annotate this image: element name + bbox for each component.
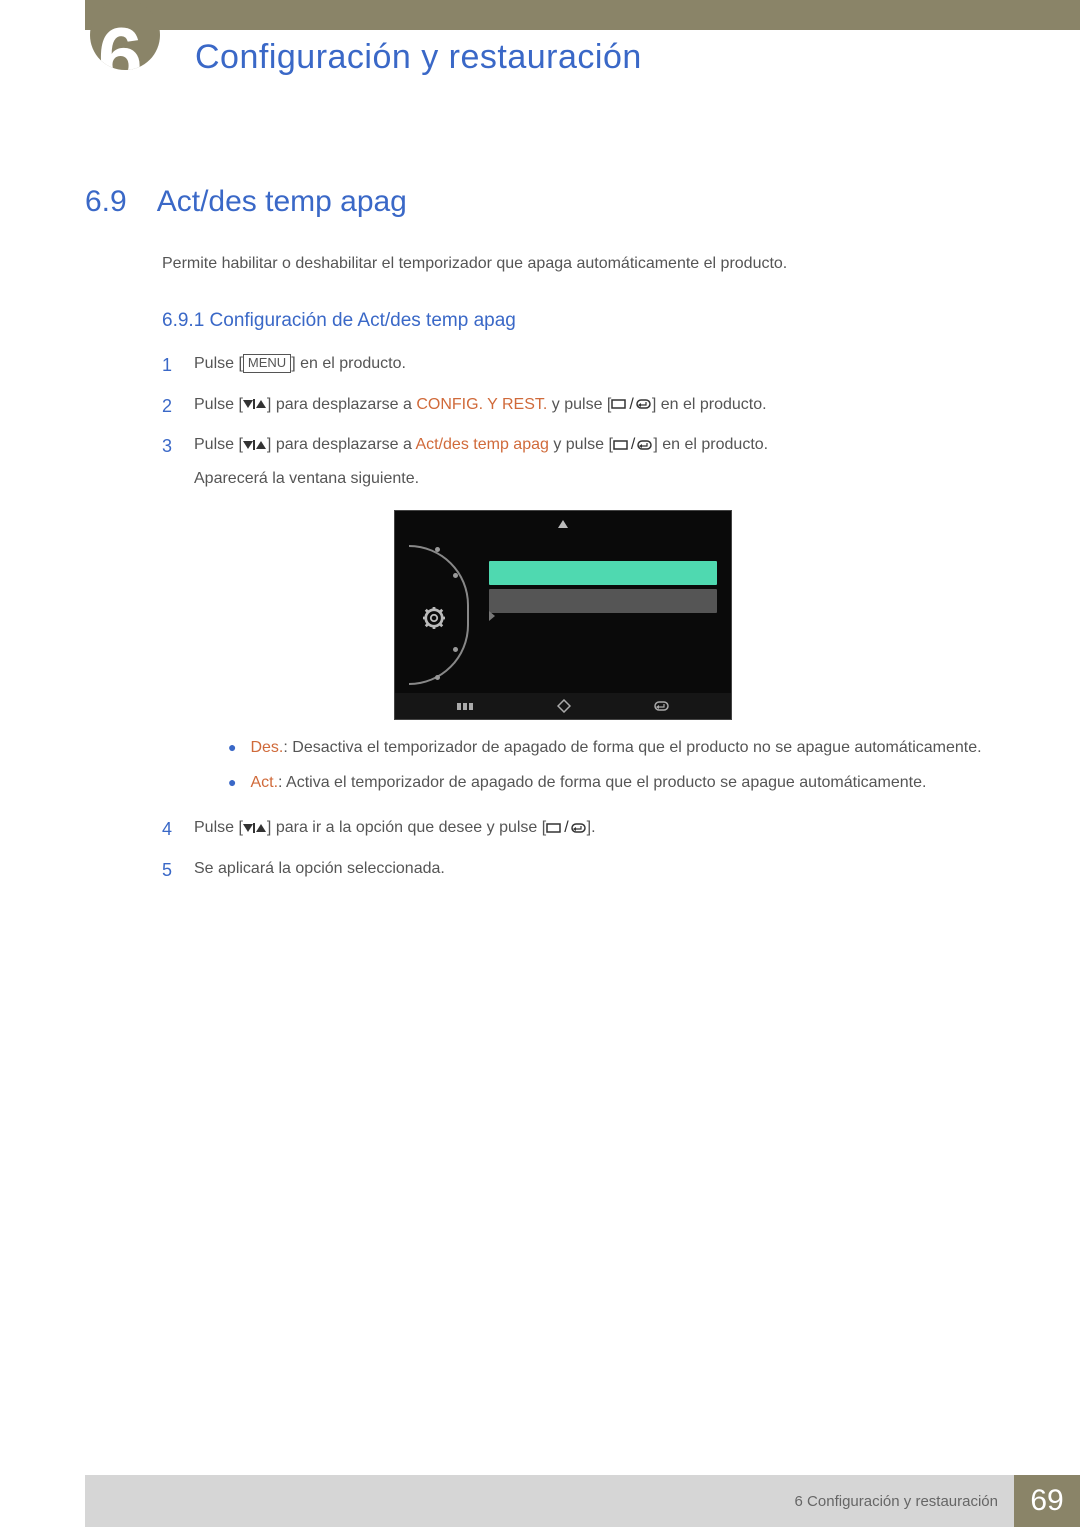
footer: 6 Configuración y restauración 69 <box>85 1475 1080 1527</box>
step-2: 2 Pulse [ ] para desplazarse a CONFIG. Y … <box>162 391 990 422</box>
gear-icon <box>423 607 445 629</box>
page: 6 Configuración y restauración 6.9 Act/d… <box>0 0 1080 1527</box>
steps-list: 1 Pulse [MENU] en el producto. 2 Pulse [… <box>162 350 990 895</box>
enter-icon <box>654 700 670 712</box>
text: ] para ir a la opción que desee y pulse … <box>267 819 546 836</box>
osd-side-menu <box>395 537 485 693</box>
step-number: 4 <box>162 814 178 845</box>
down-up-arrows-icon <box>243 398 267 410</box>
step-number: 2 <box>162 391 178 422</box>
header-title: Configuración y restauración <box>195 38 642 77</box>
step-number: 3 <box>162 431 178 462</box>
dot-icon <box>453 647 458 652</box>
diamond-icon <box>557 699 571 713</box>
osd-options <box>485 537 731 693</box>
osd-top-bar <box>395 511 731 537</box>
step-body: Pulse [ ] para desplazarse a Act/des temp… <box>194 431 990 804</box>
osd-bottom-bar <box>395 693 731 719</box>
dot-icon <box>435 675 440 680</box>
bullet-dot-icon: ● <box>228 734 236 761</box>
top-bar <box>85 0 1080 30</box>
text: Pulse [ <box>194 396 243 413</box>
dot-icon <box>435 547 440 552</box>
step-body: Pulse [ ] para ir a la opción que desee y… <box>194 814 990 841</box>
bullet-body: Des.: Desactiva el temporizador de apaga… <box>250 734 981 761</box>
footer-page-number: 69 <box>1014 1475 1080 1527</box>
text: Pulse [ <box>194 819 243 836</box>
section-number: 6.9 <box>85 185 127 219</box>
bullet-item: ● Des.: Desactiva el temporizador de apa… <box>228 734 990 761</box>
osd-option <box>489 589 717 613</box>
intro-text: Permite habilitar o deshabilitar el temp… <box>162 255 787 273</box>
step-1: 1 Pulse [MENU] en el producto. <box>162 350 990 381</box>
auto-icon <box>456 700 474 712</box>
triangle-up-icon <box>557 519 569 529</box>
bullet-item: ● Act.: Activa el temporizador de apagad… <box>228 769 990 796</box>
chapter-bubble: 6 <box>90 0 160 70</box>
step-5: 5 Se aplicará la opción seleccionada. <box>162 855 990 886</box>
text: Se aplicará la opción seleccionada. <box>194 860 445 877</box>
osd-option-selected <box>489 561 717 585</box>
step-3: 3 Pulse [ ] para desplazarse a Act/des te… <box>162 431 990 804</box>
text: y pulse [ <box>549 436 613 453</box>
bullet-dot-icon: ● <box>228 769 236 796</box>
osd-body <box>395 537 731 693</box>
text: ] en el producto. <box>653 436 768 453</box>
footer-chapter-label: 6 Configuración y restauración <box>85 1475 1014 1527</box>
menu-button-label: MENU <box>243 354 291 373</box>
highlight: CONFIG. Y REST. <box>416 396 547 413</box>
text: Aparecerá la ventana siguiente. <box>194 465 990 492</box>
osd-panel <box>394 510 732 720</box>
dot-icon <box>453 573 458 578</box>
text: : Activa el temporizador de apagado de f… <box>278 774 926 791</box>
osd-screenshot <box>394 510 990 720</box>
text: y pulse [ <box>547 396 611 413</box>
text: ]. <box>587 819 596 836</box>
highlight: Des. <box>250 739 283 756</box>
bullet-list: ● Des.: Desactiva el temporizador de apa… <box>228 734 990 796</box>
chapter-digit: 6 <box>98 16 143 70</box>
text: ] para desplazarse a <box>267 396 416 413</box>
step-number: 1 <box>162 350 178 381</box>
step-body: Pulse [ ] para desplazarse a CONFIG. Y RE… <box>194 391 990 418</box>
step-4: 4 Pulse [ ] para ir a la opción que desee… <box>162 814 990 845</box>
text: Pulse [ <box>194 436 243 453</box>
section-title: Act/des temp apag <box>157 185 407 219</box>
subsection-title: 6.9.1 Configuración de Act/des temp apag <box>162 310 516 332</box>
text: Pulse [ <box>194 355 243 372</box>
rect-enter-icon: / <box>611 391 651 418</box>
highlight: Act. <box>250 774 278 791</box>
down-up-arrows-icon <box>243 439 267 451</box>
triangle-right-icon <box>489 611 495 621</box>
step-body: Pulse [MENU] en el producto. <box>194 350 990 377</box>
osd-menu-title <box>489 543 717 555</box>
rect-enter-icon: / <box>546 814 586 841</box>
highlight: Act/des temp apag <box>415 436 548 453</box>
text: ] en el producto. <box>291 355 406 372</box>
step-number: 5 <box>162 855 178 886</box>
text: ] para desplazarse a <box>267 436 416 453</box>
text: : Desactiva el temporizador de apagado d… <box>283 739 981 756</box>
step-body: Se aplicará la opción seleccionada. <box>194 855 990 882</box>
bullet-body: Act.: Activa el temporizador de apagado … <box>250 769 926 796</box>
text: ] en el producto. <box>652 396 767 413</box>
down-up-arrows-icon <box>243 822 267 834</box>
section-heading: 6.9 Act/des temp apag <box>85 185 990 219</box>
rect-enter-icon: / <box>613 431 653 458</box>
